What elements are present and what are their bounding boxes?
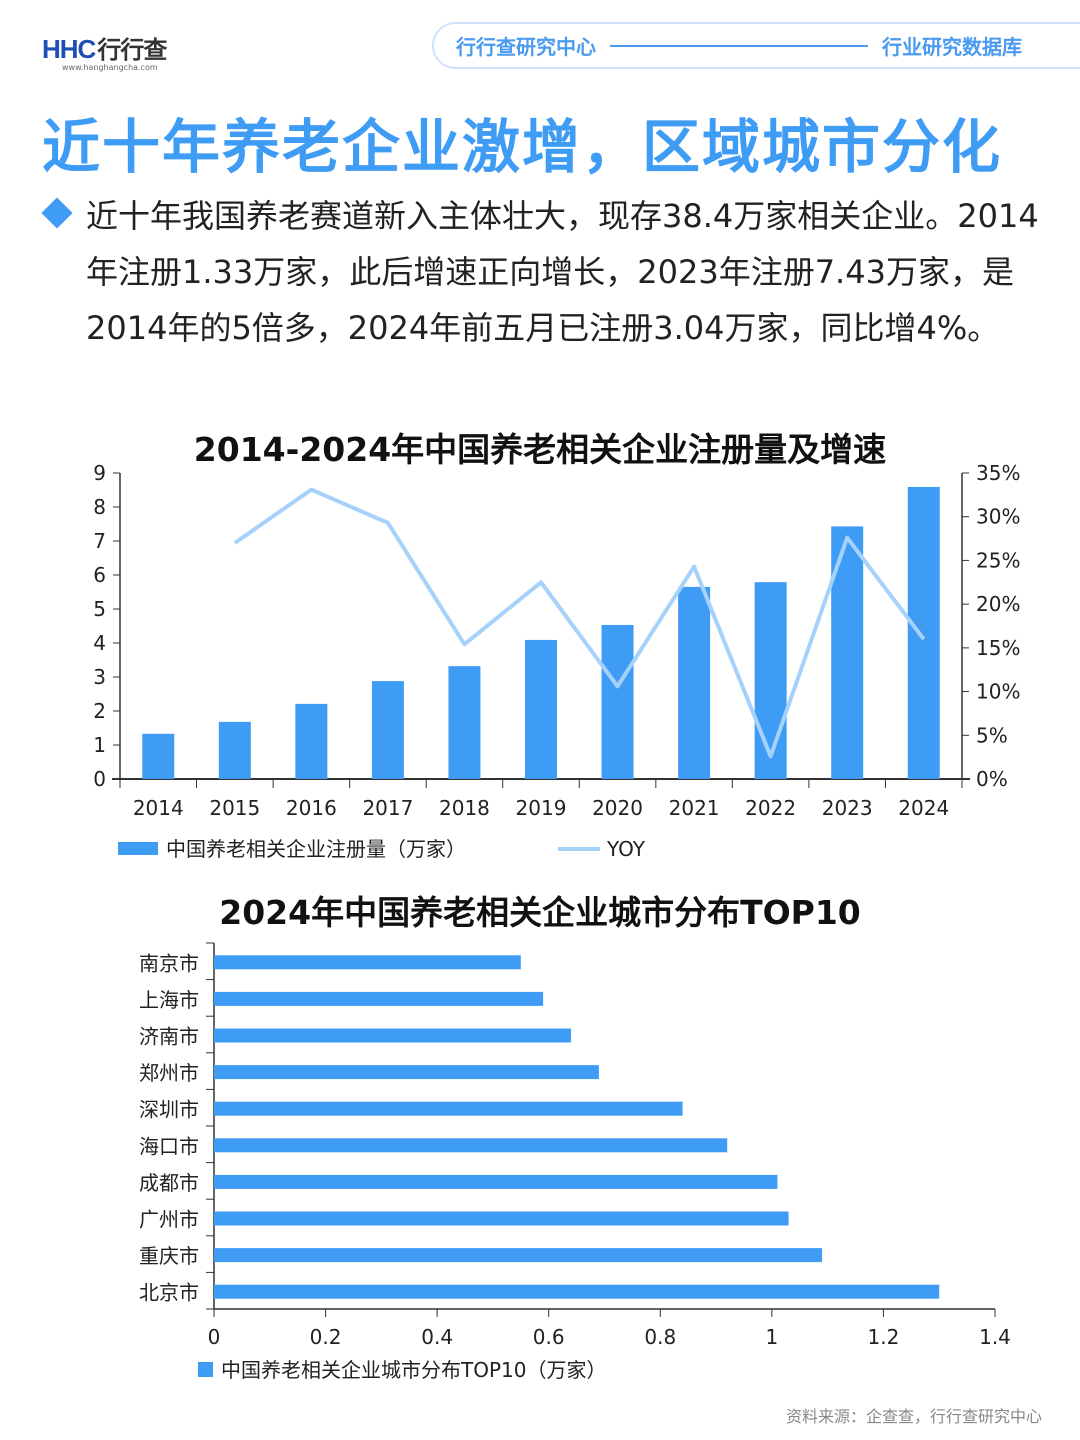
source-note: 资料来源：企查查，行行查研究中心 xyxy=(785,1407,1042,1426)
bar-2016 xyxy=(295,703,328,779)
x-tick-label: 2017 xyxy=(362,796,413,820)
category-label: 南京市 xyxy=(139,951,199,975)
page-title: 近十年养老企业激增，区域城市分化 xyxy=(42,113,1003,181)
x-tick-label: 2015 xyxy=(209,796,260,820)
x-tick-label: 0.2 xyxy=(310,1325,342,1349)
category-label: 上海市 xyxy=(139,988,199,1012)
bar-2017 xyxy=(371,681,404,779)
x-tick-label: 0.4 xyxy=(421,1325,453,1349)
legend-label: 中国养老相关企业城市分布TOP10（万家） xyxy=(221,1358,606,1382)
y-tick-label: 0 xyxy=(93,767,106,791)
legend-line-label: YOY xyxy=(606,837,646,861)
logo: HHC行行查 www.hanghangcha.com xyxy=(42,30,167,72)
x-tick-label: 2020 xyxy=(592,796,643,820)
bar-济南市 xyxy=(214,1028,572,1043)
bar-2014 xyxy=(142,733,175,779)
category-label: 成都市 xyxy=(139,1171,199,1195)
chart1-title: 2014-2024年中国养老相关企业注册量及增速 xyxy=(193,430,887,469)
bar-2019 xyxy=(525,639,557,779)
summary-paragraph: 近十年我国养老赛道新入主体壮大，现存38.4万家相关企业。2014年注册1.33… xyxy=(86,197,1039,347)
y2-tick-label: 0% xyxy=(976,767,1008,791)
banner-right-label: 行业研究数据库 xyxy=(882,35,1022,59)
y-tick-label: 3 xyxy=(93,665,106,689)
y2-tick-label: 20% xyxy=(976,592,1020,616)
bar-南京市 xyxy=(214,955,521,970)
y2-tick-label: 30% xyxy=(976,505,1020,529)
x-tick-label: 0 xyxy=(208,1325,221,1349)
bar-2024 xyxy=(907,486,940,779)
category-label: 广州市 xyxy=(139,1208,199,1232)
x-tick-label: 2023 xyxy=(822,796,873,820)
bar-郑州市 xyxy=(214,1065,599,1080)
bar-2015 xyxy=(218,721,251,779)
x-tick-label: 2016 xyxy=(286,796,337,820)
x-tick-label: 2021 xyxy=(669,796,720,820)
category-label: 北京市 xyxy=(139,1281,199,1305)
category-label: 深圳市 xyxy=(139,1098,199,1122)
y2-tick-label: 15% xyxy=(976,636,1020,660)
bar-重庆市 xyxy=(214,1248,823,1263)
y-tick-label: 8 xyxy=(93,495,106,519)
bar-海口市 xyxy=(214,1138,728,1153)
category-label: 海口市 xyxy=(139,1134,199,1158)
y-tick-label: 1 xyxy=(93,733,106,757)
logo-cn: 行行查 xyxy=(97,37,167,64)
legend-bar-swatch xyxy=(118,842,158,855)
y-tick-label: 2 xyxy=(93,699,106,723)
header-banner: 行行查研究中心 行业研究数据库 xyxy=(432,22,1080,69)
x-tick-label: 1.4 xyxy=(979,1325,1011,1349)
y2-tick-label: 5% xyxy=(976,723,1008,747)
y2-tick-label: 25% xyxy=(976,548,1020,572)
legend-bar-label: 中国养老相关企业注册量（万家） xyxy=(166,837,466,861)
y-tick-label: 5 xyxy=(93,597,106,621)
logo-url: www.hanghangcha.com xyxy=(62,63,158,72)
y-tick-label: 4 xyxy=(93,631,106,655)
x-tick-label: 0.6 xyxy=(533,1325,565,1349)
chart2-title: 2024年中国养老相关企业城市分布TOP10 xyxy=(219,893,861,932)
x-tick-label: 2018 xyxy=(439,796,490,820)
y-tick-label: 6 xyxy=(93,563,106,587)
bar-上海市 xyxy=(214,991,544,1006)
logo-mark: HHC xyxy=(42,34,96,64)
category-label: 重庆市 xyxy=(139,1244,199,1268)
x-tick-label: 0.8 xyxy=(644,1325,676,1349)
bar-2020 xyxy=(601,624,634,779)
bar-深圳市 xyxy=(214,1101,683,1116)
x-tick-label: 2019 xyxy=(516,796,567,820)
bar-广州市 xyxy=(214,1211,789,1226)
y2-tick-label: 35% xyxy=(976,461,1020,485)
y-tick-label: 9 xyxy=(93,461,106,485)
bar-2021 xyxy=(678,586,711,779)
banner-left-label: 行行查研究中心 xyxy=(456,35,596,59)
bar-2018 xyxy=(448,666,481,779)
banner-divider xyxy=(610,44,868,47)
y2-tick-label: 10% xyxy=(976,680,1020,704)
x-tick-label: 1 xyxy=(765,1325,778,1349)
legend-swatch xyxy=(198,1362,213,1377)
x-tick-label: 2024 xyxy=(898,796,949,820)
bar-成都市 xyxy=(214,1174,778,1189)
y-tick-label: 7 xyxy=(93,529,106,553)
x-tick-label: 2014 xyxy=(133,796,184,820)
x-tick-label: 1.2 xyxy=(868,1325,900,1349)
yoy-line xyxy=(233,487,926,759)
bar-2022 xyxy=(754,582,787,779)
x-tick-label: 2022 xyxy=(745,796,796,820)
category-label: 济南市 xyxy=(139,1025,199,1049)
category-label: 郑州市 xyxy=(139,1061,199,1085)
bar-北京市 xyxy=(214,1284,940,1299)
